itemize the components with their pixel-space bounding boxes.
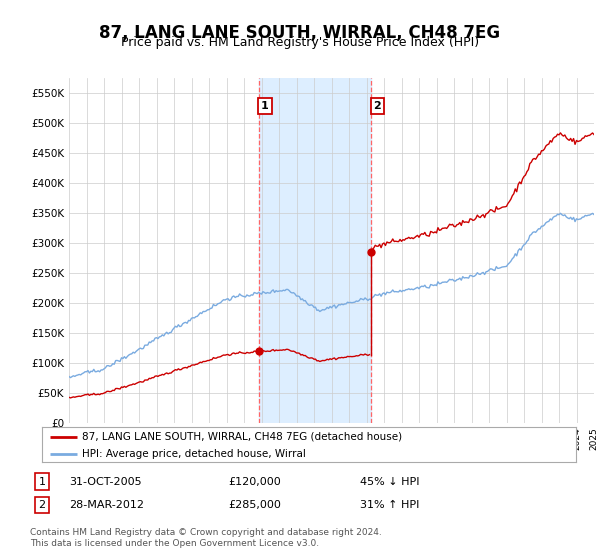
- Text: Contains HM Land Registry data © Crown copyright and database right 2024.
This d: Contains HM Land Registry data © Crown c…: [30, 528, 382, 548]
- Text: 31-OCT-2005: 31-OCT-2005: [69, 477, 142, 487]
- Text: Price paid vs. HM Land Registry's House Price Index (HPI): Price paid vs. HM Land Registry's House …: [121, 36, 479, 49]
- Bar: [259, 78, 371, 423]
- Text: 31% ↑ HPI: 31% ↑ HPI: [360, 500, 419, 510]
- Text: 2: 2: [373, 101, 381, 111]
- Text: £120,000: £120,000: [228, 477, 281, 487]
- Text: 28-MAR-2012: 28-MAR-2012: [69, 500, 144, 510]
- Text: 87, LANG LANE SOUTH, WIRRAL, CH48 7EG (detached house): 87, LANG LANE SOUTH, WIRRAL, CH48 7EG (d…: [82, 432, 402, 442]
- Text: 87, LANG LANE SOUTH, WIRRAL, CH48 7EG: 87, LANG LANE SOUTH, WIRRAL, CH48 7EG: [100, 24, 500, 42]
- Text: 45% ↓ HPI: 45% ↓ HPI: [360, 477, 419, 487]
- Text: HPI: Average price, detached house, Wirral: HPI: Average price, detached house, Wirr…: [82, 449, 306, 459]
- Text: 2: 2: [38, 500, 46, 510]
- Text: 1: 1: [38, 477, 46, 487]
- Text: 1: 1: [261, 101, 269, 111]
- Text: £285,000: £285,000: [228, 500, 281, 510]
